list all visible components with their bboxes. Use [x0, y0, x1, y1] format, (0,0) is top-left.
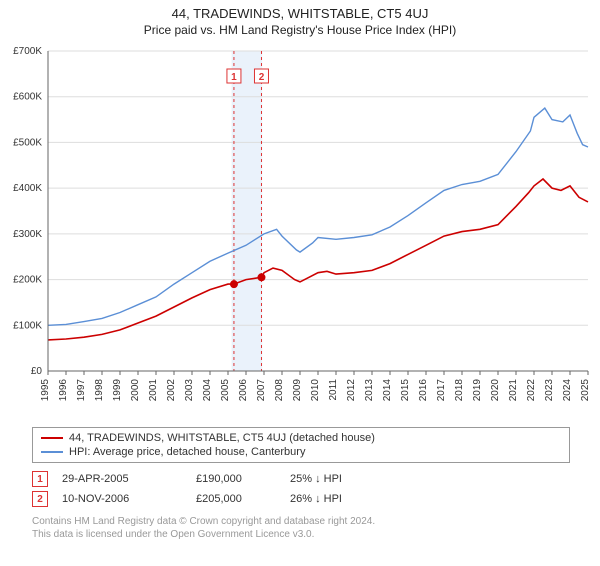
- footnote-line: Contains HM Land Registry data © Crown c…: [32, 515, 570, 528]
- svg-text:£700K: £700K: [13, 46, 42, 57]
- svg-text:2024: 2024: [562, 379, 573, 402]
- svg-text:£400K: £400K: [13, 183, 42, 194]
- sale-date: 10-NOV-2006: [62, 493, 182, 505]
- sale-row: 2 10-NOV-2006 £205,000 26% ↓ HPI: [32, 489, 570, 509]
- sale-price: £205,000: [196, 493, 276, 505]
- footnote: Contains HM Land Registry data © Crown c…: [32, 515, 570, 541]
- svg-text:2017: 2017: [436, 379, 447, 402]
- svg-text:1: 1: [231, 72, 237, 83]
- svg-text:£100K: £100K: [13, 320, 42, 331]
- sale-marker: 1: [32, 471, 48, 487]
- svg-text:2010: 2010: [310, 379, 321, 402]
- svg-text:2020: 2020: [490, 379, 501, 402]
- footnote-line: This data is licensed under the Open Gov…: [32, 528, 570, 541]
- svg-text:1997: 1997: [76, 379, 87, 402]
- sale-delta: 26% ↓ HPI: [290, 493, 380, 505]
- svg-text:2009: 2009: [292, 379, 303, 402]
- sales-table: 1 29-APR-2005 £190,000 25% ↓ HPI 2 10-NOV-200…: [32, 469, 570, 509]
- legend-label: HPI: Average price, detached house, Cant…: [69, 446, 305, 458]
- svg-text:2013: 2013: [364, 379, 375, 402]
- svg-text:£500K: £500K: [13, 137, 42, 148]
- svg-text:2022: 2022: [526, 379, 537, 402]
- legend-swatch: [41, 437, 63, 439]
- svg-text:2007: 2007: [256, 379, 267, 402]
- svg-text:£300K: £300K: [13, 229, 42, 240]
- svg-text:2016: 2016: [418, 379, 429, 402]
- svg-text:1995: 1995: [40, 379, 51, 402]
- svg-text:2006: 2006: [238, 379, 249, 402]
- svg-text:2015: 2015: [400, 379, 411, 402]
- legend-label: 44, TRADEWINDS, WHITSTABLE, CT5 4UJ (det…: [69, 432, 375, 444]
- line-chart-svg: £0 £100K £200K £300K £400K £500K £600K £700K 1 2 1…: [0, 41, 600, 421]
- sale-date: 29-APR-2005: [62, 473, 182, 485]
- svg-text:2025: 2025: [580, 379, 591, 402]
- svg-text:2012: 2012: [346, 379, 357, 402]
- svg-text:1996: 1996: [58, 379, 69, 402]
- chart-plot-area: £0 £100K £200K £300K £400K £500K £600K £700K 1 2 1…: [0, 41, 600, 421]
- legend-item: HPI: Average price, detached house, Cant…: [41, 445, 561, 459]
- svg-text:2018: 2018: [454, 379, 465, 402]
- svg-text:2003: 2003: [184, 379, 195, 402]
- chart-subtitle: Price paid vs. HM Land Registry's House …: [0, 23, 600, 37]
- sale-row: 1 29-APR-2005 £190,000 25% ↓ HPI: [32, 469, 570, 489]
- svg-text:2019: 2019: [472, 379, 483, 402]
- svg-text:2021: 2021: [508, 379, 519, 402]
- svg-text:1998: 1998: [94, 379, 105, 402]
- svg-text:2014: 2014: [382, 379, 393, 402]
- svg-text:2000: 2000: [130, 379, 141, 402]
- svg-text:2023: 2023: [544, 379, 555, 402]
- chart-legend: 44, TRADEWINDS, WHITSTABLE, CT5 4UJ (det…: [32, 427, 570, 463]
- svg-text:2008: 2008: [274, 379, 285, 402]
- svg-text:2001: 2001: [148, 379, 159, 402]
- svg-text:2: 2: [259, 72, 265, 83]
- svg-text:£0: £0: [31, 366, 43, 377]
- sale-delta: 25% ↓ HPI: [290, 473, 380, 485]
- svg-text:1999: 1999: [112, 379, 123, 402]
- svg-text:2004: 2004: [202, 379, 213, 402]
- sale-price: £190,000: [196, 473, 276, 485]
- svg-text:£200K: £200K: [13, 275, 42, 286]
- svg-text:2011: 2011: [328, 379, 339, 401]
- chart-container: 44, TRADEWINDS, WHITSTABLE, CT5 4UJ Pric…: [0, 6, 600, 566]
- sale-marker: 2: [32, 491, 48, 507]
- chart-title: 44, TRADEWINDS, WHITSTABLE, CT5 4UJ: [0, 6, 600, 21]
- svg-text:£600K: £600K: [13, 92, 42, 103]
- svg-text:2005: 2005: [220, 379, 231, 402]
- svg-text:2002: 2002: [166, 379, 177, 402]
- legend-swatch: [41, 451, 63, 453]
- legend-item: 44, TRADEWINDS, WHITSTABLE, CT5 4UJ (det…: [41, 431, 561, 445]
